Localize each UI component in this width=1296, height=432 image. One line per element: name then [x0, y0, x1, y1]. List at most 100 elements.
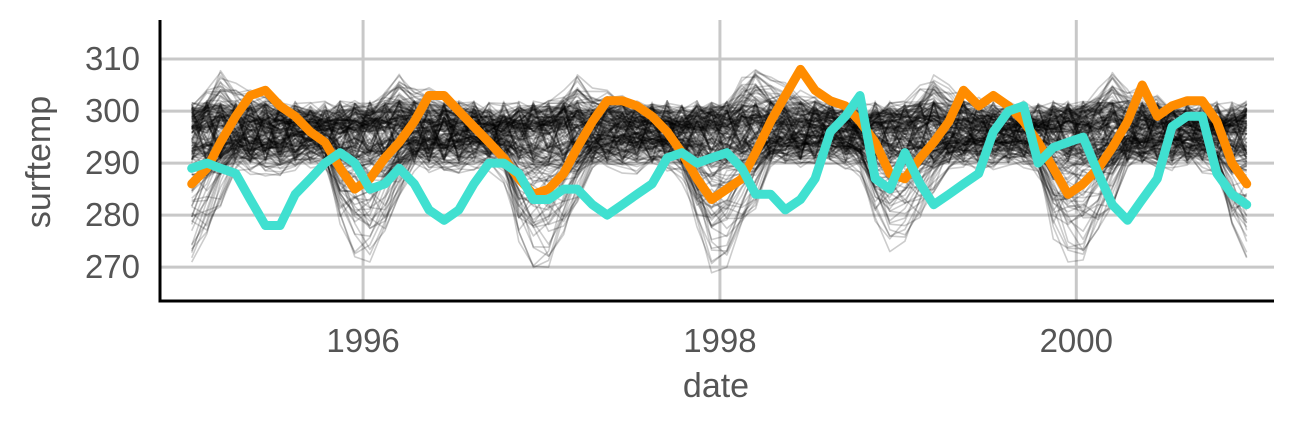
ensemble-line: [191, 100, 1248, 164]
ensemble-line: [190, 100, 1248, 164]
ensemble-line: [191, 107, 1248, 136]
ensemble-line: [191, 113, 1247, 137]
ensemble-line: [190, 137, 1248, 228]
ensemble-line: [191, 104, 1247, 136]
ensemble-line: [191, 84, 1247, 129]
series-line-2: [187, 91, 1252, 230]
y-axis-title: surftemp: [20, 96, 58, 228]
ensemble-line: [191, 112, 1247, 138]
ensemble-line: [191, 126, 1247, 154]
ensemble-line: [191, 84, 1247, 129]
ensemble-line: [191, 100, 1247, 164]
ensemble-line: [191, 133, 1247, 185]
ensemble-line: [191, 100, 1248, 164]
ensemble-line: [191, 97, 1248, 134]
ensemble-line: [191, 128, 1248, 166]
ensemble-line: [191, 100, 1248, 164]
ensemble-line: [191, 134, 1247, 180]
ensemble-line: [191, 127, 1248, 181]
ensemble-line: [191, 100, 1248, 136]
ensemble-line: [191, 133, 1248, 217]
ensemble-line: [190, 102, 1248, 164]
ensemble-line: [190, 146, 1248, 263]
ensemble-line: [191, 129, 1248, 171]
ensemble-line: [191, 106, 1247, 135]
ensemble-line: [191, 69, 1247, 124]
ensemble-line: [191, 110, 1248, 136]
ensemble-line: [190, 136, 1248, 225]
ensemble-line: [191, 88, 1247, 131]
ensemble-line: [190, 100, 1247, 164]
ensemble-line: [191, 132, 1248, 180]
ensemble-line: [191, 113, 1247, 137]
y-tick-label: 270: [85, 248, 140, 285]
ensemble-line: [190, 100, 1247, 163]
grid-lines: [160, 20, 1274, 301]
ensemble-line: [191, 118, 1247, 138]
ensemble-line: [190, 100, 1248, 162]
ensemble-line: [191, 100, 1247, 164]
ensemble-line: [190, 102, 1248, 164]
ensemble-line: [191, 102, 1248, 133]
ensemble-line: [190, 138, 1248, 241]
y-tick-label: 290: [85, 144, 140, 181]
ensemble-line: [191, 103, 1248, 164]
ensemble-line: [191, 74, 1248, 127]
ensemble-line: [191, 114, 1247, 137]
ensemble-line: [191, 75, 1247, 127]
ensemble-line: [191, 92, 1248, 129]
ensemble-line: [191, 115, 1248, 138]
ensemble-line: [191, 99, 1247, 133]
ensemble-line: [191, 83, 1247, 130]
ensemble-line: [191, 113, 1248, 133]
x-tick-label: 2000: [1040, 322, 1113, 359]
ensemble-line: [191, 126, 1247, 158]
x-tick-labels: 1996 1998 2000: [326, 322, 1113, 359]
ensemble-line: [191, 133, 1248, 179]
ensemble-line: [191, 129, 1247, 159]
ensemble-line: [191, 102, 1248, 136]
highlight-lines: [187, 64, 1252, 230]
x-axis-title: date: [683, 367, 749, 405]
ensemble-line: [191, 110, 1247, 134]
ensemble-line: [191, 86, 1247, 129]
ensemble-line: [191, 87, 1248, 135]
ensemble-line: [191, 101, 1248, 164]
ensemble-line: [190, 101, 1248, 164]
ensemble-line: [190, 136, 1248, 228]
ensemble-line: [191, 108, 1247, 137]
ensemble-line: [191, 80, 1248, 130]
ensemble-line: [190, 144, 1248, 267]
ensemble-line: [191, 130, 1248, 179]
ensemble-line: [191, 102, 1248, 135]
ensemble-line: [190, 135, 1248, 221]
ensemble-line: [191, 73, 1248, 129]
ensemble-line: [190, 100, 1248, 164]
ensemble-line: [191, 69, 1248, 127]
ensemble-line: [191, 100, 1248, 164]
ensemble-line: [191, 112, 1247, 137]
ensemble-line: [191, 100, 1248, 164]
ensemble-line: [190, 100, 1248, 162]
ensemble-line: [191, 130, 1247, 185]
ensemble-line: [191, 99, 1248, 164]
ensemble-line: [191, 110, 1247, 136]
ensemble-line: [191, 143, 1248, 245]
ensemble-line: [191, 113, 1247, 136]
ensemble-line: [191, 114, 1247, 139]
ensemble-line: [191, 89, 1248, 132]
ensemble-line: [191, 132, 1247, 180]
ensemble-line: [191, 134, 1248, 209]
ensemble-line: [191, 99, 1248, 164]
y-tick-label: 280: [85, 196, 140, 233]
x-tick-label: 1996: [326, 322, 399, 359]
ensemble-line: [190, 138, 1248, 237]
ensemble-line: [191, 71, 1248, 128]
ensemble-line: [191, 100, 1248, 164]
ensemble-line: [191, 100, 1248, 162]
ensemble-line: [191, 93, 1248, 133]
ensemble-line: [191, 113, 1248, 137]
ensemble-line: [191, 100, 1247, 164]
ensemble-line: [191, 100, 1247, 162]
ensemble-line: [191, 84, 1248, 133]
